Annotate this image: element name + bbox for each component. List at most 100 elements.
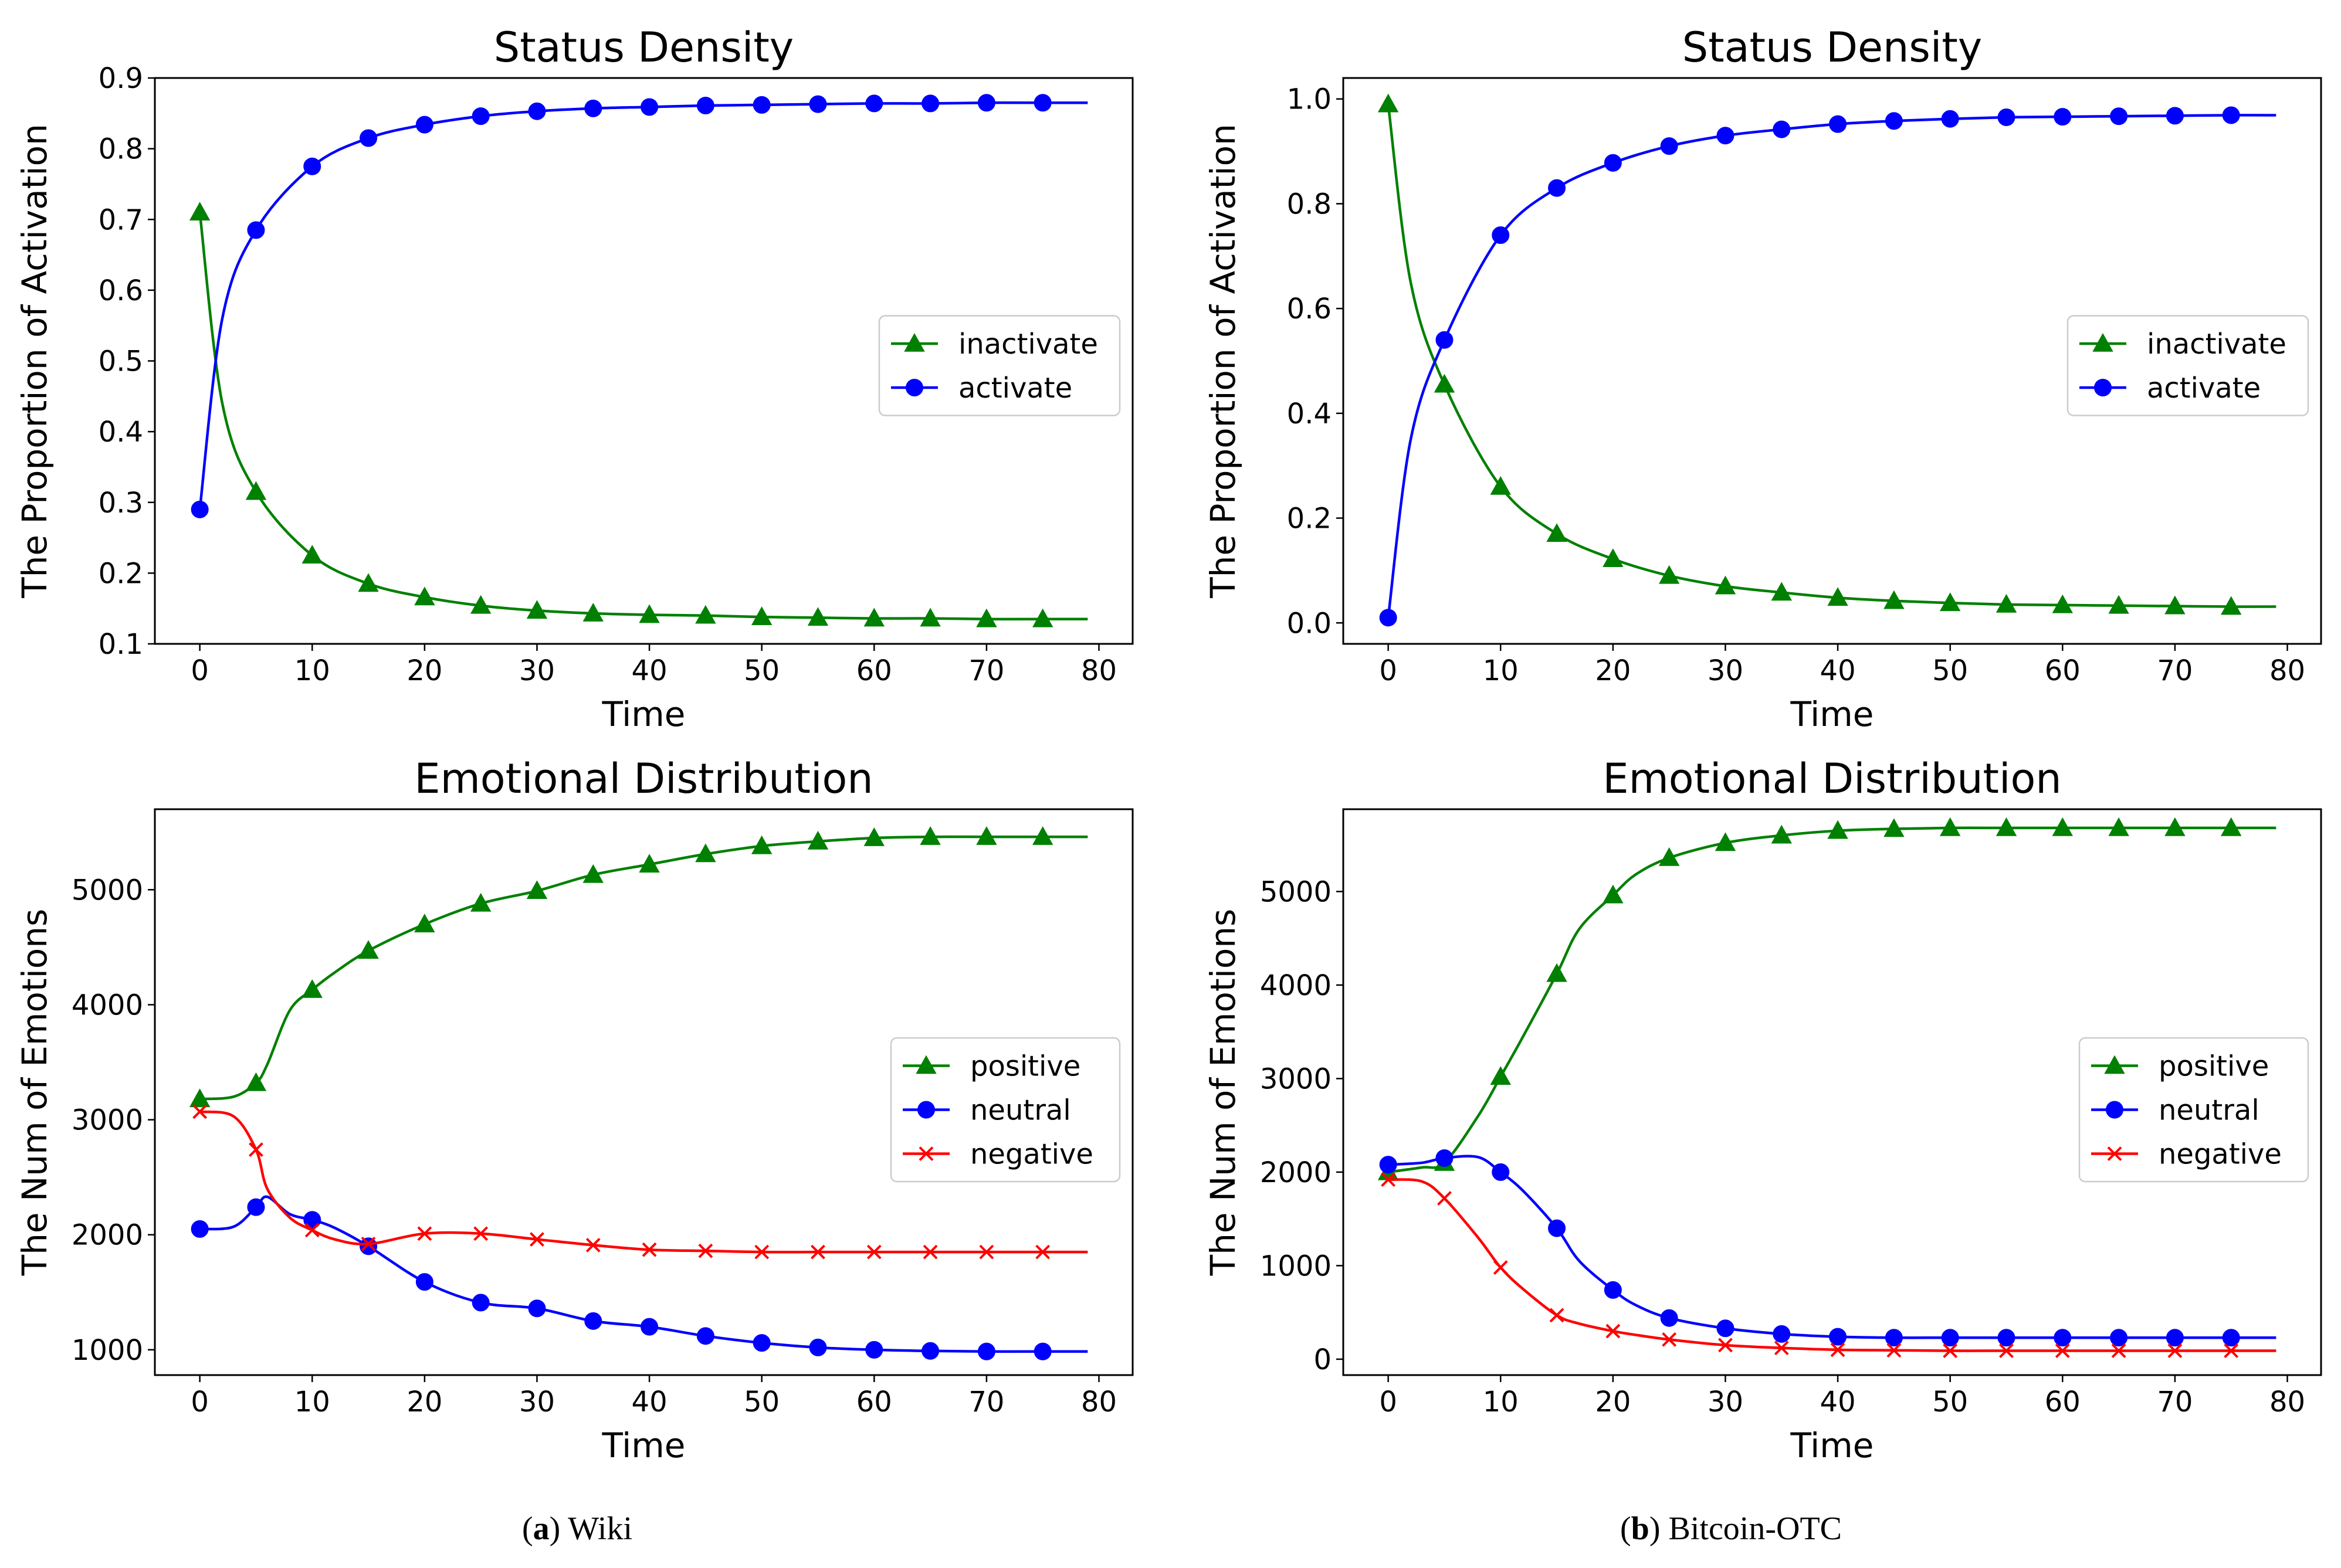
y-tick-label: 1000 bbox=[72, 1334, 143, 1367]
plot-frame bbox=[1342, 77, 2322, 645]
data-point-inactivate bbox=[301, 545, 323, 564]
data-point-positive bbox=[751, 835, 773, 854]
series-line-neutral bbox=[1388, 1155, 2276, 1339]
data-point-inactivate bbox=[1546, 523, 1567, 542]
data-point-inactivate bbox=[189, 202, 211, 220]
data-point-positive bbox=[1827, 820, 1848, 839]
data-point-neutral bbox=[191, 1220, 209, 1238]
data-point-neutral bbox=[1604, 1281, 1622, 1299]
data-point-activate bbox=[865, 94, 883, 113]
data-point-inactivate bbox=[1490, 476, 1511, 495]
x-tick-label: 10 bbox=[1483, 654, 1519, 687]
legend-marker-negative bbox=[919, 1146, 934, 1161]
data-point-negative bbox=[585, 1237, 601, 1253]
data-point-negative bbox=[249, 1142, 263, 1157]
y-axis-label: The Num of Emotions bbox=[1203, 909, 1243, 1277]
x-tick-label: 10 bbox=[294, 654, 330, 687]
x-tick-label: 10 bbox=[1483, 1386, 1519, 1418]
x-tick-label: 0 bbox=[1379, 654, 1397, 687]
legend-label-neutral: neutral bbox=[2159, 1094, 2259, 1127]
x-tick-label: 80 bbox=[2269, 1386, 2305, 1418]
data-point-inactivate bbox=[695, 605, 716, 624]
series-line-positive bbox=[199, 835, 1088, 1101]
data-point-inactivate bbox=[1603, 548, 1624, 568]
chart-title: Status Density bbox=[1682, 23, 1982, 72]
y-tick-label: 0.3 bbox=[99, 487, 143, 520]
chart-title: Emotional Distribution bbox=[1603, 755, 2061, 803]
y-tick-label: 0.1 bbox=[99, 628, 143, 661]
series-line-negative bbox=[199, 1110, 1088, 1254]
legend-marker-neutral bbox=[2106, 1101, 2123, 1119]
data-point-neutral bbox=[1997, 1329, 2015, 1347]
data-point-activate bbox=[360, 129, 378, 147]
data-point-inactivate bbox=[1377, 93, 1399, 113]
y-tick-label: 0.6 bbox=[99, 274, 143, 307]
x-axis-label: Time bbox=[602, 1426, 686, 1465]
data-point-neutral bbox=[303, 1211, 321, 1229]
x-tick-label: 30 bbox=[1708, 1386, 1743, 1418]
data-point-neutral bbox=[809, 1338, 827, 1356]
legend-label-inactivate: inactivate bbox=[2147, 328, 2286, 361]
legend-label-negative: negative bbox=[970, 1138, 1093, 1171]
data-point-negative bbox=[1774, 1340, 1789, 1356]
y-tick-label: 5000 bbox=[1260, 875, 1332, 908]
data-point-neutral bbox=[2110, 1329, 2128, 1347]
data-point-positive bbox=[1715, 832, 1736, 851]
data-point-negative bbox=[2224, 1343, 2239, 1358]
data-point-activate bbox=[2222, 106, 2240, 124]
x-tick-label: 70 bbox=[968, 1386, 1004, 1418]
data-point-neutral bbox=[415, 1273, 433, 1291]
series-line-neutral bbox=[199, 1195, 1088, 1353]
chart-panel-2: Emotional Distribution Time The Num of Emo… bbox=[15, 755, 1134, 1465]
legend-box bbox=[878, 315, 1121, 416]
data-point-neutral bbox=[977, 1342, 995, 1360]
data-point-neutral bbox=[247, 1198, 265, 1216]
legend-marker-neutral bbox=[917, 1101, 935, 1119]
data-point-activate bbox=[1885, 112, 1903, 130]
data-point-neutral bbox=[2166, 1329, 2184, 1347]
x-tick-label: 80 bbox=[1081, 654, 1117, 687]
data-point-neutral bbox=[922, 1342, 940, 1360]
x-tick-label: 60 bbox=[2045, 654, 2081, 687]
caption-b-letter: b bbox=[1631, 1511, 1649, 1547]
plot-frame bbox=[1342, 808, 2322, 1376]
data-point-activate bbox=[1660, 137, 1678, 155]
data-point-activate bbox=[1997, 108, 2015, 127]
data-point-neutral bbox=[1548, 1219, 1566, 1237]
data-point-positive bbox=[1883, 818, 1905, 837]
data-point-inactivate bbox=[1771, 582, 1792, 601]
data-point-positive bbox=[2164, 817, 2186, 836]
y-tick-label: 0.5 bbox=[99, 345, 143, 378]
data-point-inactivate bbox=[807, 607, 829, 626]
data-point-neutral bbox=[528, 1299, 546, 1318]
data-point-positive bbox=[2052, 817, 2073, 836]
legend-label-activate: activate bbox=[2147, 372, 2261, 405]
data-point-neutral bbox=[753, 1334, 771, 1352]
y-tick-label: 0.8 bbox=[99, 133, 143, 166]
data-point-activate bbox=[1716, 127, 1734, 145]
data-point-negative bbox=[1943, 1343, 1958, 1358]
data-point-neutral bbox=[641, 1318, 659, 1336]
data-point-negative bbox=[473, 1226, 489, 1241]
x-tick-label: 70 bbox=[2157, 1386, 2193, 1418]
data-point-negative bbox=[1662, 1332, 1677, 1347]
data-point-positive bbox=[2108, 817, 2129, 836]
data-point-positive bbox=[1771, 824, 1792, 844]
data-point-neutral bbox=[1941, 1329, 1959, 1347]
data-point-negative bbox=[698, 1243, 713, 1258]
y-tick-label: 1.0 bbox=[1287, 83, 1332, 116]
x-tick-label: 80 bbox=[1081, 1386, 1117, 1418]
y-tick-label: 1000 bbox=[1260, 1250, 1332, 1282]
data-point-inactivate bbox=[526, 600, 548, 619]
data-point-activate bbox=[696, 97, 714, 115]
data-point-neutral bbox=[1660, 1309, 1678, 1327]
caption-b: (b) Bitcoin-OTC bbox=[1620, 1511, 1842, 1547]
data-point-inactivate bbox=[582, 603, 604, 622]
legend-label-inactivate: inactivate bbox=[958, 328, 1098, 361]
legend-marker-positive bbox=[916, 1055, 937, 1074]
legend-marker-inactivate bbox=[904, 332, 925, 352]
data-point-inactivate bbox=[2108, 595, 2129, 614]
data-point-inactivate bbox=[414, 586, 435, 606]
series-line-negative bbox=[1388, 1178, 2276, 1352]
data-point-activate bbox=[977, 94, 995, 112]
